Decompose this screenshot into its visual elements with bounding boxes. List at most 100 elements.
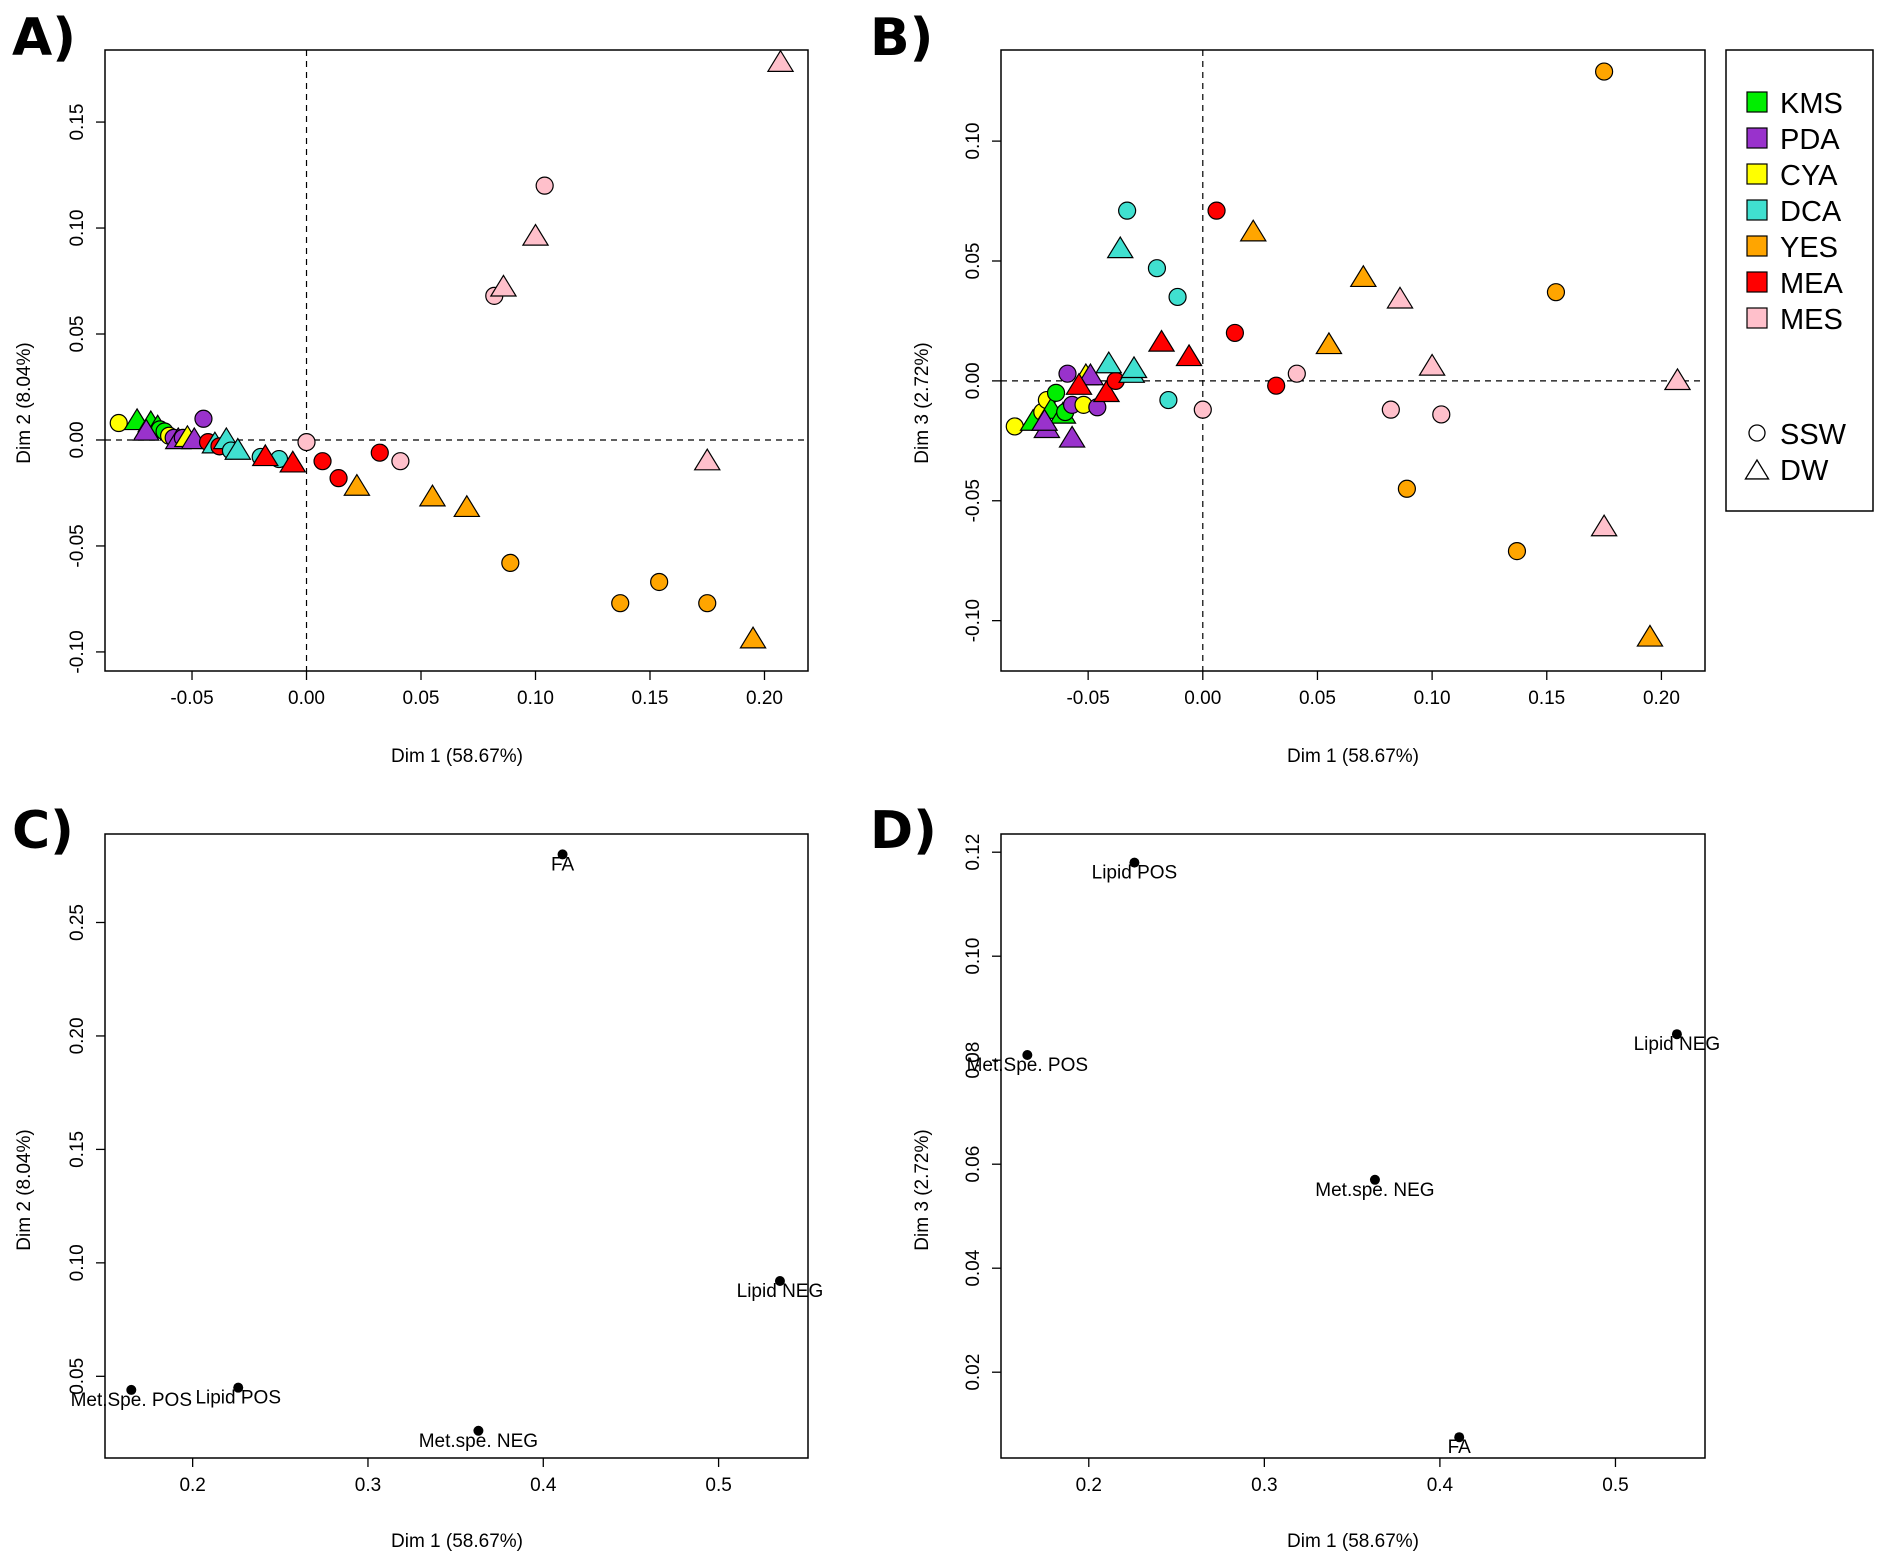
y-tick-label: 0.05 [963,243,984,280]
point-pda-triangle [1030,408,1059,431]
point-mes-triangle [693,448,721,471]
y-tick-label: 0.00 [963,362,984,399]
point-mes-triangle [1418,353,1446,376]
plot-frame [104,49,809,672]
point-mes-circle [297,432,316,452]
point-mea-circle [1207,201,1226,220]
point-yes-circle [611,594,630,613]
point-yes-circle [501,553,520,573]
y-tick-label: 0.20 [67,1017,88,1054]
legend-label-dw: DW [1780,455,1829,487]
y-tick-label: 0.10 [67,1244,88,1281]
y-tick-label: 0.02 [963,1354,984,1391]
point-mes-triangle [1663,367,1692,391]
x-tick-label: 0.10 [517,688,554,709]
panel-a-ylabel: Dim 2 (8.04%) [14,342,35,463]
panel-b-plot: -0.05 0.00 0.05 0.10 0.15 0.20 -0.10 -0.05 0.00 0… [963,49,1706,709]
point-pda-circle [1058,364,1077,383]
point-pda-triangle [132,418,160,441]
variable-point [1129,857,1140,868]
point-cya-circle [1005,417,1024,436]
panel-a-xlabel: Dim 1 (58.67%) [391,746,523,767]
point-mea-triangle [1065,372,1093,395]
point-yes-triangle [1315,331,1343,355]
variable-label: FA [1448,1437,1472,1458]
point-yes-circle [1507,542,1527,561]
variable-point [557,849,568,860]
legend-swatch-mea [1746,271,1768,293]
point-dca-circle [1159,390,1178,410]
x-tick-label: 0.05 [403,688,440,709]
variable-label: Lipid NEG [1634,1034,1721,1055]
legend-swatch-cya [1746,163,1768,185]
y-tick-label: 0.10 [963,938,984,975]
point-mes-triangle [766,49,795,72]
point-mes-circle [1193,400,1212,419]
y-tick-label: 0.15 [67,1131,88,1168]
panel-c-ylabel: Dim 2 (8.04%) [14,1129,35,1250]
legend-label-mes: MES [1780,304,1843,336]
y-tick-label: 0.10 [67,210,88,247]
variable-point [1671,1029,1682,1040]
legend-label-dca: DCA [1780,196,1842,228]
panel-a-plot: -0.05 0.00 0.05 0.10 0.15 0.20 -0.10 -0.05 0.00 0… [67,49,809,709]
panel-a-letter: A) [12,8,76,68]
x-tick-label: 0.3 [1251,1475,1277,1496]
legend-swatch-mes [1746,307,1768,329]
point-dca-triangle [224,437,252,460]
point-mes-triangle [521,223,550,246]
x-tick-label: 0.15 [632,688,669,709]
y-tick-label: 0.04 [963,1249,984,1286]
point-yes-triangle [1239,219,1267,242]
x-tick-label: -0.05 [170,688,213,709]
legend-triangle-symbol [1744,458,1770,480]
x-tick-label: 0.3 [355,1475,381,1496]
point-dca-triangle [1106,235,1134,259]
point-kms-circle [1046,383,1066,402]
panel-d-plot: Met.Spe. POS Lipid POS Met.spe. NEG FA Lipid… [963,833,1721,1496]
point-mes-triangle [1590,513,1618,537]
y-tick-label: -0.05 [963,479,984,522]
y-tick-label: -0.10 [963,599,984,642]
x-tick-label: 0.2 [1076,1475,1102,1496]
panel-d-letter: D) [870,801,937,861]
plot-frame [1000,49,1706,672]
panel-b-ylabel: Dim 3 (2.72%) [912,342,933,463]
point-dca-circle [1147,259,1167,278]
point-mea-triangle [279,450,307,473]
point-mea-circle [370,443,389,462]
point-mes-triangle [1386,286,1414,309]
plot-frame [1000,833,1706,1459]
point-yes-circle [698,594,717,613]
y-tick-label: 0.15 [67,104,88,141]
point-yes-triangle [739,626,767,649]
point-mea-circle [1225,323,1245,343]
point-dca-circle [1118,201,1137,220]
y-tick-label: 0.08 [963,1042,984,1079]
point-pda-triangle [1076,362,1105,386]
point-mea-circle [313,452,332,471]
y-tick-label: 0.00 [67,421,88,458]
point-yes-triangle [418,484,447,507]
panel-b-letter: B) [870,8,933,68]
panel-d-ylabel: Dim 3 (2.72%) [912,1129,933,1250]
variable-point [233,1382,244,1393]
x-tick-label: 0.10 [1414,688,1451,709]
variable-label: Met.Spe. POS [71,1390,192,1411]
point-mea-triangle [1147,329,1176,352]
x-tick-label: -0.05 [1066,688,1109,709]
panel-d-xlabel: Dim 1 (58.67%) [1287,1531,1419,1552]
panel-c-letter: C) [12,801,74,861]
y-tick-label: 0.12 [963,834,984,871]
x-tick-label: 0.20 [746,688,783,709]
legend-label-pda: PDA [1780,124,1840,156]
point-yes-triangle [343,473,371,496]
point-yes-circle [650,572,669,592]
x-tick-label: 0.2 [179,1475,205,1496]
legend-label-ssw: SSW [1780,419,1847,451]
variable-label: Met.spe. NEG [1315,1180,1434,1201]
y-tick-label: -0.10 [67,630,88,673]
y-tick-label: 0.05 [67,316,88,353]
variable-label: FA [551,854,575,875]
variable-point [774,1276,785,1287]
